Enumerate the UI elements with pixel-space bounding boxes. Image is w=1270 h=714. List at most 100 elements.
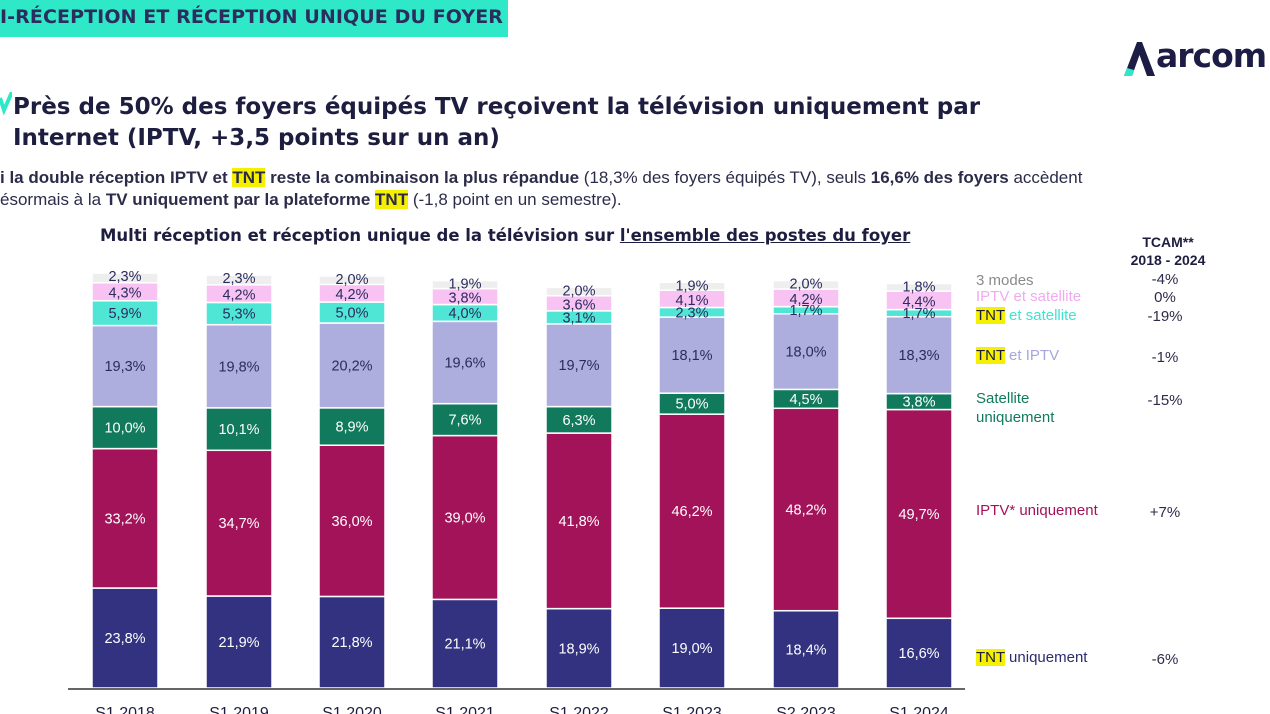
bar-segment-3-modes bbox=[658, 281, 726, 292]
legend-label: 3 modes bbox=[976, 272, 1034, 289]
bar-segment-tnt-et-iptv bbox=[431, 320, 499, 405]
data-label: 18,4% bbox=[785, 642, 826, 658]
data-label: 3,1% bbox=[562, 310, 595, 326]
summary-text: i la double réception IPTV et TNT reste … bbox=[0, 167, 1270, 211]
x-tick-label: S1 2022 bbox=[549, 705, 609, 714]
data-label: 21,9% bbox=[218, 635, 259, 651]
bar-segment-3-modes bbox=[772, 279, 840, 290]
legend-label: uniquement bbox=[1004, 649, 1088, 666]
bar-segment-3-modes bbox=[205, 274, 273, 286]
data-label: 19,7% bbox=[558, 358, 599, 374]
legend-item: TNT uniquement bbox=[976, 648, 1087, 667]
legend-item: 3 modes bbox=[976, 271, 1034, 290]
data-label: 49,7% bbox=[898, 507, 939, 523]
bar-segment-tnt-uniquement bbox=[318, 595, 386, 689]
data-label: 1,9% bbox=[448, 277, 481, 293]
bar-segment-tnt-uniquement bbox=[205, 595, 273, 689]
data-label: 5,0% bbox=[675, 397, 708, 413]
bar-segment-tnt-et-iptv bbox=[91, 324, 159, 408]
data-label: 4,4% bbox=[902, 294, 935, 310]
summary-line-1: i la double réception IPTV et TNT reste … bbox=[0, 167, 1270, 189]
data-label: 4,5% bbox=[789, 392, 822, 408]
tcam-value: -1% bbox=[1151, 349, 1179, 366]
bar-segment-3-modes bbox=[431, 279, 499, 290]
data-label: 1,7% bbox=[902, 306, 935, 322]
data-label: 23,8% bbox=[104, 631, 145, 647]
x-tick-label: S1 2024 bbox=[889, 705, 949, 714]
tcam-value: -4% bbox=[1151, 271, 1179, 288]
data-label: 2,3% bbox=[222, 271, 255, 287]
data-label: 21,8% bbox=[331, 635, 372, 651]
tcam-header-line-1: TCAM** bbox=[1142, 234, 1194, 250]
data-label: 18,3% bbox=[898, 348, 939, 364]
legend-label: IPTV* uniquement bbox=[976, 502, 1098, 519]
data-label: 6,3% bbox=[562, 413, 595, 429]
tnt-highlight: TNT bbox=[375, 190, 409, 209]
bar-segment-tnt-uniquement bbox=[545, 607, 613, 689]
summary-normal-3: ésormais à la bbox=[0, 190, 106, 209]
summary-bold-4: TV uniquement par la plateforme bbox=[105, 190, 376, 209]
bar-segment-tnt-et-iptv bbox=[545, 323, 613, 408]
bar-segment-iptv-uniquement bbox=[772, 407, 840, 612]
data-label: 4,2% bbox=[335, 287, 368, 303]
data-label: 8,9% bbox=[335, 420, 368, 436]
legend-label: uniquement bbox=[976, 409, 1055, 426]
bar-segment-3-modes bbox=[545, 286, 613, 297]
x-tick-label: S1 2018 bbox=[95, 705, 155, 714]
data-label: 4,0% bbox=[448, 306, 481, 322]
data-label: 4,3% bbox=[108, 286, 141, 302]
x-tick-label: S2 2023 bbox=[776, 705, 836, 714]
summary-normal-1: (18,3% des foyers équipés TV), seuls bbox=[579, 168, 871, 187]
bar-segment-tnt-et-iptv bbox=[772, 313, 840, 391]
arcom-logo: arcom bbox=[1120, 36, 1270, 80]
data-label: 1,9% bbox=[675, 278, 708, 294]
page-title: Près de 50% des foyers équipés TV reçoiv… bbox=[13, 92, 1033, 154]
tcam-value: -6% bbox=[1151, 651, 1179, 668]
bar-segment-satellite-uniquement bbox=[205, 407, 273, 452]
chart-title: Multi réception et réception unique de l… bbox=[100, 226, 1000, 245]
summary-normal-2: accèdent bbox=[1008, 168, 1083, 187]
data-label: 5,3% bbox=[222, 307, 255, 323]
tcam-header: TCAM** 2018 - 2024 bbox=[1120, 233, 1216, 269]
x-tick-label: S1 2019 bbox=[209, 705, 269, 714]
bar-segment-iptv-uniquement bbox=[91, 447, 159, 589]
arcom-logo-icon bbox=[1124, 42, 1155, 76]
data-label: 10,1% bbox=[218, 422, 259, 438]
data-label: 3,6% bbox=[562, 297, 595, 313]
bar-segment-tnt-et-iptv bbox=[205, 323, 273, 409]
legend-label: IPTV et satellite bbox=[976, 288, 1082, 305]
data-label: 16,6% bbox=[898, 646, 939, 662]
data-label: 4,1% bbox=[675, 293, 708, 309]
bar-segment-tnt-uniquement bbox=[91, 587, 159, 689]
data-label: 19,8% bbox=[218, 359, 259, 375]
data-label: 1,7% bbox=[789, 303, 822, 319]
summary-line-2: ésormais à la TV uniquement par la plate… bbox=[0, 189, 1270, 211]
data-label: 18,0% bbox=[785, 345, 826, 361]
data-label: 5,0% bbox=[335, 306, 368, 322]
data-label: 41,8% bbox=[558, 514, 599, 530]
check-accent-icon bbox=[0, 92, 12, 116]
bar-segment-iptv-uniquement bbox=[885, 408, 953, 620]
x-tick-label: S1 2023 bbox=[662, 705, 722, 714]
data-label: 3,8% bbox=[902, 395, 935, 411]
data-label: 39,0% bbox=[444, 510, 485, 526]
data-label: 18,9% bbox=[558, 641, 599, 657]
legend-label: et IPTV bbox=[1004, 347, 1060, 364]
bar-segment-tnt-et-iptv bbox=[658, 316, 726, 394]
data-label: 36,0% bbox=[331, 514, 372, 530]
tcam-value: -19% bbox=[1147, 308, 1183, 325]
data-label: 18,1% bbox=[671, 348, 712, 364]
legend-item: Satellite uniquement bbox=[976, 389, 1054, 427]
bar-segment-3-modes bbox=[885, 282, 953, 292]
summary-bold-3: 16,6% des foyers bbox=[870, 168, 1009, 187]
tnt-highlight: TNT bbox=[232, 168, 266, 187]
data-label: 7,6% bbox=[448, 413, 481, 429]
summary-bold-1: i la double réception IPTV et bbox=[0, 168, 233, 187]
page-title-line-2: Internet (IPTV, +3,5 points sur un an) bbox=[13, 125, 500, 151]
data-label: 2,0% bbox=[789, 277, 822, 293]
data-label: 33,2% bbox=[104, 511, 145, 527]
data-label: 3,8% bbox=[448, 291, 481, 307]
chart-title-prefix: Multi réception et réception unique de l… bbox=[100, 226, 620, 245]
legend-item: IPTV* uniquement bbox=[976, 501, 1098, 520]
